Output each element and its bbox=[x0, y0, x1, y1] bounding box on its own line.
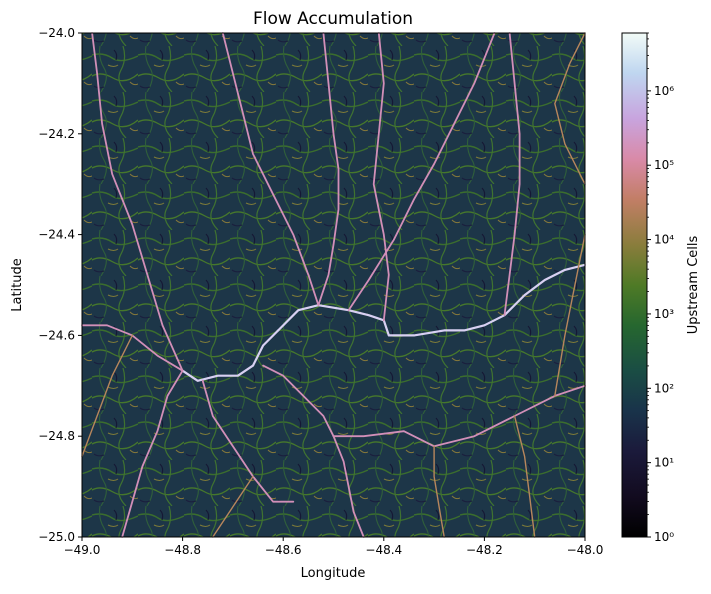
river-large-1 bbox=[181, 329, 280, 382]
colorbar-tick-label: 10² bbox=[654, 381, 674, 395]
colorbar-tick-label: 10¹ bbox=[654, 456, 674, 470]
colorbar-tick-label: 10⁰ bbox=[654, 530, 674, 544]
y-tick-label: −24.4 bbox=[38, 228, 75, 242]
river-medium-6 bbox=[201, 379, 295, 503]
y-axis-label: Latitude bbox=[10, 258, 25, 312]
river-medium-3 bbox=[262, 364, 335, 438]
colorbar-gradient bbox=[621, 32, 648, 538]
x-tick-label: −48.0 bbox=[567, 543, 604, 557]
x-tick-label: −48.2 bbox=[466, 543, 503, 557]
river-small-18 bbox=[81, 334, 133, 458]
x-axis-label: Longitude bbox=[301, 566, 366, 581]
colorbar-ticks: 10⁰ 10¹ 10² 10³ 10⁴ 10⁵ 10⁶ bbox=[647, 32, 674, 544]
river-medium-13 bbox=[372, 32, 390, 322]
y-tick-label: −24.6 bbox=[38, 328, 75, 342]
river-medium-5 bbox=[332, 384, 586, 448]
y-tick-label: −24.8 bbox=[38, 429, 75, 443]
river-large-0 bbox=[277, 263, 587, 337]
x-axis: −49.0 −48.8 −48.6 −48.4 −48.2 −48.0 bbox=[64, 537, 604, 557]
river-medium-9 bbox=[221, 32, 320, 307]
x-tick-label: −48.8 bbox=[164, 543, 201, 557]
colorbar-tick-label: 10⁵ bbox=[654, 158, 674, 172]
chart-title: Flow Accumulation bbox=[253, 9, 413, 29]
river-small-16 bbox=[554, 233, 586, 397]
plot-frame bbox=[81, 32, 586, 538]
heatmap-image bbox=[82, 33, 585, 537]
y-axis: −25.0 −24.8 −24.6 −24.4 −24.2 −24.0 bbox=[38, 26, 82, 544]
river-medium-12 bbox=[91, 32, 184, 372]
colorbar-tick-label: 10⁴ bbox=[654, 233, 674, 247]
colorbar-tick-label: 10³ bbox=[654, 307, 674, 321]
colorbar-tick-label: 10⁶ bbox=[654, 84, 674, 98]
x-tick-label: −49.0 bbox=[64, 543, 101, 557]
river-medium-4 bbox=[332, 435, 365, 538]
colorbar-label: Upstream Cells bbox=[686, 236, 701, 335]
y-tick-label: −24.0 bbox=[38, 26, 75, 40]
x-tick-label: −48.6 bbox=[265, 543, 302, 557]
y-tick-label: −24.2 bbox=[38, 127, 75, 141]
river-small-15 bbox=[513, 415, 536, 538]
river-small-17 bbox=[554, 32, 586, 185]
y-tick-label: −25.0 bbox=[38, 530, 75, 544]
x-tick-label: −48.4 bbox=[365, 543, 402, 557]
river-small-14 bbox=[433, 445, 445, 538]
river-medium-8 bbox=[317, 32, 340, 307]
river-medium-11 bbox=[503, 32, 521, 317]
river-network bbox=[81, 32, 587, 538]
river-small-19 bbox=[212, 475, 254, 538]
plot-area bbox=[81, 32, 587, 538]
colorbar: 10⁰ 10¹ 10² 10³ 10⁴ 10⁵ 10⁶ Upstream Cells bbox=[621, 32, 701, 544]
river-medium-7 bbox=[121, 369, 184, 538]
river-medium-10 bbox=[347, 32, 496, 312]
